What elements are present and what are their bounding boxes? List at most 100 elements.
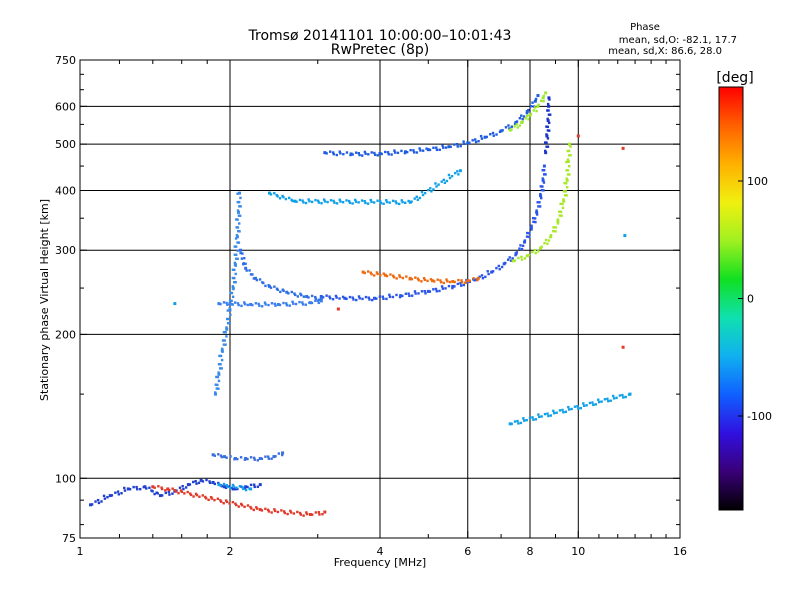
echo-point — [220, 347, 224, 351]
echo-point — [468, 141, 471, 145]
echo-point — [622, 396, 625, 399]
echo-point — [498, 267, 501, 271]
echo-point — [413, 197, 416, 200]
echo-point — [382, 297, 385, 300]
echo-point — [267, 510, 271, 513]
echo-point — [419, 149, 422, 152]
echo-point — [287, 292, 290, 295]
echo-point — [251, 273, 254, 276]
echo-point — [224, 331, 227, 334]
echo-point — [379, 200, 382, 203]
echo-point — [270, 511, 273, 514]
echo-point — [407, 199, 410, 203]
echo-point — [515, 120, 519, 123]
echo-point — [285, 302, 288, 305]
echo-point — [528, 416, 532, 420]
echo-point — [588, 401, 592, 405]
echo-point — [433, 280, 436, 283]
echo-point — [358, 153, 361, 157]
echo-point — [398, 295, 402, 299]
echo-point — [226, 322, 230, 325]
echo-point — [541, 178, 545, 182]
echo-point — [531, 416, 534, 419]
echo-point — [526, 231, 529, 235]
echo-point — [267, 303, 270, 307]
echo-point — [245, 269, 248, 272]
echo-point — [458, 169, 462, 173]
echo-point — [267, 284, 270, 287]
echo-point — [565, 182, 568, 185]
echo-point — [270, 457, 273, 460]
echo-point — [538, 201, 541, 204]
echo-point — [541, 169, 544, 172]
echo-point — [478, 275, 481, 278]
echo-point — [367, 296, 370, 299]
echo-point — [355, 298, 358, 302]
echo-point — [148, 486, 151, 489]
echo-point — [177, 491, 180, 495]
echo-point — [579, 406, 582, 410]
echo-point — [244, 266, 248, 270]
echo-point — [448, 280, 452, 284]
echo-point — [612, 394, 615, 398]
echo-point — [213, 498, 216, 502]
echo-point — [399, 294, 403, 298]
echo-point — [233, 280, 236, 284]
echo-point — [547, 113, 551, 116]
echo-point — [308, 301, 311, 305]
echo-point — [440, 285, 444, 288]
echo-point — [272, 455, 276, 459]
echo-point — [301, 303, 305, 306]
echo-point — [258, 278, 262, 281]
echo-point — [168, 493, 171, 496]
y-tick-label: 750 — [55, 54, 76, 67]
echo-point — [284, 197, 288, 201]
echo-point — [235, 226, 238, 229]
echo-point — [201, 480, 205, 483]
echo-point — [537, 205, 540, 208]
echo-point — [468, 279, 471, 282]
echo-point — [539, 99, 543, 103]
echo-point — [382, 202, 385, 205]
echo-point — [224, 486, 228, 489]
echo-point — [270, 302, 274, 305]
echo-point — [216, 497, 220, 500]
echo-point — [293, 199, 297, 203]
echo-point — [94, 500, 97, 503]
echo-point — [248, 269, 251, 272]
echo-point — [449, 145, 452, 149]
echo-point — [523, 240, 527, 244]
echo-point — [396, 151, 400, 155]
echo-point — [431, 279, 435, 283]
echo-point — [427, 188, 430, 192]
echo-point — [547, 109, 550, 112]
echo-point — [290, 290, 293, 294]
echo-point — [345, 151, 349, 154]
echo-point — [258, 483, 262, 487]
echo-point — [547, 121, 551, 125]
echo-point — [582, 404, 586, 407]
echo-point — [410, 277, 414, 281]
echo-point — [466, 281, 469, 284]
echo-point — [518, 116, 522, 120]
echo-point — [207, 498, 210, 502]
echo-point — [562, 411, 565, 414]
echo-point — [422, 277, 426, 280]
echo-point — [527, 108, 530, 112]
echo-point — [236, 257, 239, 261]
echo-point — [328, 295, 331, 298]
echo-point — [536, 201, 539, 204]
echo-point — [552, 229, 555, 233]
echo-point — [333, 201, 336, 204]
echo-point — [532, 418, 535, 421]
echo-point — [128, 488, 132, 491]
echo-point — [215, 387, 219, 390]
echo-point — [201, 494, 204, 497]
echo-point — [554, 230, 557, 233]
echo-point — [316, 199, 320, 202]
echo-point — [314, 511, 318, 514]
echo-point — [542, 94, 545, 98]
echo-point — [393, 149, 396, 152]
echo-point — [300, 293, 303, 297]
echo-point — [603, 398, 607, 401]
